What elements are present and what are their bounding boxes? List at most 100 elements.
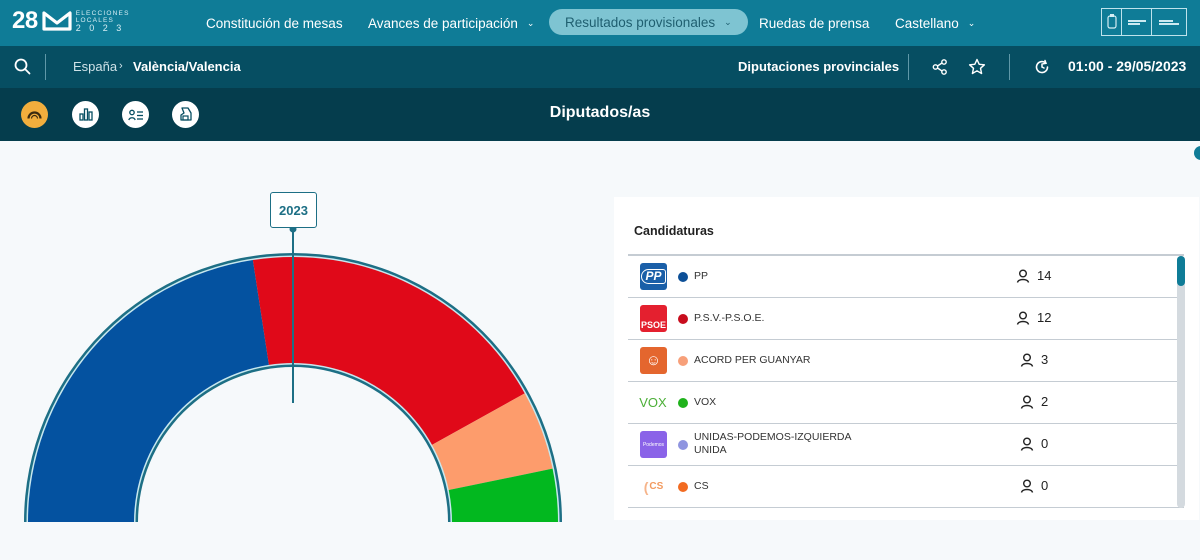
candidate-row-pp[interactable]: PP PP 14	[628, 256, 1184, 298]
person-icon	[1016, 269, 1030, 283]
seats-value: 0	[1041, 478, 1049, 493]
hemicycle-segment[interactable]	[252, 257, 525, 445]
seats-count: 2	[1020, 394, 1048, 409]
party-name: ACORD PER GUANYAR	[694, 354, 811, 366]
seats-value: 14	[1037, 268, 1052, 283]
candidate-row-vox[interactable]: VOX VOX 2	[628, 382, 1184, 424]
nav-resultados-provisionales[interactable]: Resultados provisionales ⌄	[549, 9, 748, 35]
candidates-panel: Candidaturas PP PP 14 PSOE P.S.V.-P.S.O.…	[614, 197, 1199, 520]
vox-logo-icon: VOX	[638, 389, 668, 416]
scrollbar-thumb[interactable]	[1177, 256, 1185, 286]
logo-text: VOX	[639, 395, 667, 410]
map-view-button[interactable]	[172, 101, 199, 128]
seats-count: 0	[1020, 436, 1048, 451]
year-label[interactable]: 2023	[270, 192, 317, 228]
nav-label: Avances de participación	[368, 15, 518, 31]
logo-text: PP	[641, 269, 666, 284]
party-name: UNIDAS-PODEMOS-IZQUIERDA UNIDA	[694, 431, 852, 457]
person-icon	[1020, 353, 1034, 367]
logo-text: PSOE	[640, 320, 666, 330]
pp-logo-icon: PP	[640, 263, 667, 290]
search-icon[interactable]	[14, 58, 31, 75]
nav-label: Constitución de mesas	[206, 15, 343, 31]
acord-logo-icon: ☺	[640, 347, 667, 374]
cs-logo-icon: ( CS	[640, 473, 667, 500]
party-color-dot	[678, 398, 688, 408]
person-icon	[1020, 437, 1034, 451]
coat-of-arms-icon	[1102, 9, 1122, 35]
bar-chart-view-button[interactable]	[72, 101, 99, 128]
person-list-icon	[127, 109, 143, 120]
party-color-dot	[678, 482, 688, 492]
podemos-logo-icon: Podemos	[640, 431, 667, 458]
nav-avances-de-participacion[interactable]: Avances de participación ⌄	[368, 0, 534, 46]
gobierno-text	[1122, 9, 1152, 35]
seats-value: 0	[1041, 436, 1049, 451]
language-selector[interactable]: Castellano ⌄	[895, 0, 975, 46]
party-name: CS	[694, 480, 709, 492]
ministerio-text	[1152, 9, 1186, 35]
help-button[interactable]	[1194, 146, 1200, 160]
candidates-view-button[interactable]	[122, 101, 149, 128]
logo-line-2: LOCALES	[75, 16, 115, 24]
party-name: VOX	[694, 396, 717, 408]
seats-count: 14	[1016, 268, 1051, 283]
party-name-line-2: UNIDA	[694, 444, 727, 456]
nav-ruedas-de-prensa[interactable]: Ruedas de prensa	[759, 0, 869, 46]
elecciones-logo[interactable]: 28 ELECCIONES LOCALES 2 0 2 3	[12, 7, 130, 35]
breadcrumb-current: València/Valencia	[133, 59, 241, 74]
hemicycle-view-button[interactable]	[21, 101, 48, 128]
section-selector[interactable]: Diputaciones provinciales	[738, 59, 900, 74]
candidate-row-psoe[interactable]: PSOE P.S.V.-P.S.O.E. 12	[628, 298, 1184, 340]
person-icon	[1020, 479, 1034, 493]
nav-label: Ruedas de prensa	[759, 15, 870, 31]
top-navigation: 28 ELECCIONES LOCALES 2 0 2 3 Constituci…	[0, 0, 1200, 46]
party-color-dot	[678, 356, 688, 366]
hemicycle-chart: 2023	[0, 141, 600, 560]
bar-chart-icon	[78, 108, 93, 121]
page-title: Diputados/as	[549, 104, 651, 121]
candidate-row-unidas-podemos[interactable]: Podemos UNIDAS-PODEMOS-IZQUIERDA UNIDA 0	[628, 424, 1184, 466]
map-icon	[179, 107, 192, 121]
logo-subtitle: ELECCIONES LOCALES 2 0 2 3	[76, 10, 130, 33]
cs-arc-icon: (	[643, 478, 649, 495]
party-name-line-1: UNIDAS-PODEMOS-IZQUIERDA	[694, 431, 852, 443]
party-color-dot	[678, 314, 688, 324]
breadcrumb-espana[interactable]: España	[73, 59, 118, 74]
divider	[908, 54, 909, 80]
logo-text: ☺	[645, 352, 662, 369]
seats-count: 0	[1020, 478, 1048, 493]
logo-line-1: ELECCIONES	[75, 9, 130, 17]
seats-value: 12	[1037, 310, 1052, 325]
logo-text: CS	[649, 481, 664, 492]
divider	[1009, 54, 1010, 80]
party-color-dot	[678, 440, 688, 450]
envelope-icon	[42, 11, 72, 31]
history-icon[interactable]	[1034, 59, 1050, 75]
nav-label: Castellano	[895, 15, 959, 31]
nav-constitucion-de-mesas[interactable]: Constitución de mesas	[206, 0, 343, 46]
star-icon[interactable]	[968, 58, 986, 76]
person-icon	[1016, 311, 1030, 325]
share-icon[interactable]	[932, 59, 948, 75]
breadcrumb-separator: ›	[119, 60, 123, 72]
candidate-row-cs[interactable]: ( CS CS 0	[628, 466, 1184, 508]
person-icon	[1020, 395, 1034, 409]
logo-text: Podemos	[642, 441, 665, 448]
hemicycle-segment[interactable]	[448, 468, 558, 522]
scrollbar-track[interactable]	[1177, 256, 1185, 508]
seats-value: 3	[1041, 352, 1049, 367]
candidate-row-acord-per-guanyar[interactable]: ☺ ACORD PER GUANYAR 3	[628, 340, 1184, 382]
seats-value: 2	[1041, 394, 1049, 409]
seats-count: 12	[1016, 310, 1051, 325]
logo-line-3: 2 0 2 3	[75, 22, 125, 33]
chevron-down-icon: ⌄	[526, 17, 535, 28]
government-logo[interactable]	[1101, 8, 1187, 36]
hemicycle-segment[interactable]	[28, 260, 269, 522]
party-color-dot	[678, 272, 688, 282]
candidates-list: PP PP 14 PSOE P.S.V.-P.S.O.E. 12 ☺	[628, 254, 1184, 508]
hemicycle-svg	[24, 225, 562, 522]
seats-count: 3	[1020, 352, 1048, 367]
panel-title: Candidaturas	[634, 224, 714, 238]
hemicycle-segment[interactable]	[432, 393, 553, 490]
